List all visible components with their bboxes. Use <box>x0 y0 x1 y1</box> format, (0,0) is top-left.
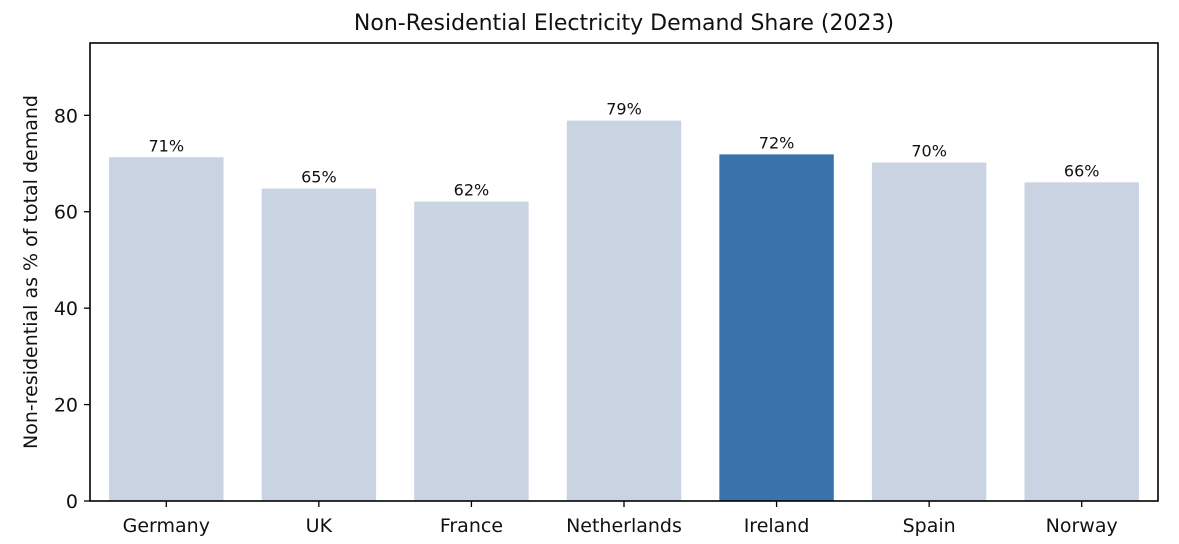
x-tick-label: Netherlands <box>566 515 682 537</box>
x-tick-label: Germany <box>123 515 210 537</box>
y-tick-label: 0 <box>66 491 78 513</box>
bar-germany <box>109 157 224 501</box>
data-label: 79% <box>606 100 642 119</box>
data-label: 66% <box>1064 161 1100 180</box>
y-tick-label: 80 <box>54 105 78 127</box>
bar-ireland <box>719 154 834 501</box>
data-label: 70% <box>911 142 947 161</box>
y-tick-label: 40 <box>54 298 78 320</box>
x-tick-label: Spain <box>903 515 956 537</box>
x-tick-label: Norway <box>1046 515 1118 537</box>
plot-area: 71% Germany 65% UK 62% France 79% Netherlands 72… <box>54 100 1139 537</box>
bar-norway <box>1024 182 1139 501</box>
bar-spain <box>871 162 987 501</box>
y-tick-label: 20 <box>54 395 78 417</box>
data-label: 65% <box>301 168 337 187</box>
bar-netherlands <box>566 120 682 502</box>
bar-uk <box>261 188 377 501</box>
x-tick-label: Ireland <box>744 515 810 537</box>
x-tick-label: France <box>440 515 503 537</box>
axes-frame <box>89 42 1159 502</box>
y-tick-label: 60 <box>54 202 78 224</box>
data-label: 71% <box>149 136 185 155</box>
y-axis-label: Non-residential as % of total demand <box>20 95 42 449</box>
chart-title: Non-Residential Electricity Demand Share… <box>354 11 894 36</box>
data-label: 72% <box>759 133 795 152</box>
x-tick-label: UK <box>306 515 333 537</box>
data-label: 62% <box>454 181 490 200</box>
bar-france <box>414 201 529 502</box>
